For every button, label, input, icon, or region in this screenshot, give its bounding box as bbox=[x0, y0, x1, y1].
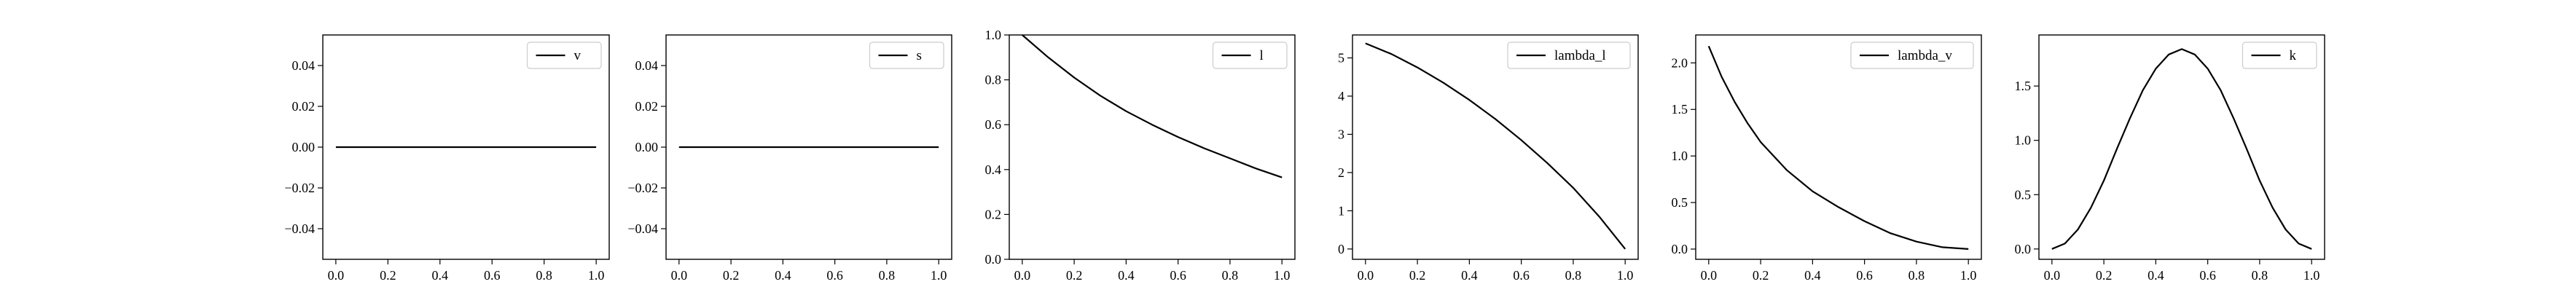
y-tick-label: 0.2 bbox=[985, 207, 1002, 221]
x-tick-label: 0.6 bbox=[1170, 268, 1186, 283]
y-tick-label: 0.04 bbox=[635, 58, 659, 73]
y-tick-label: 0.5 bbox=[2015, 187, 2032, 202]
x-tick-label: 0.0 bbox=[2044, 268, 2061, 283]
y-tick-label: 2.0 bbox=[1672, 55, 1688, 70]
x-tick-label: 0.2 bbox=[2096, 268, 2113, 283]
chart-panel-4: 0.0 0.2 0.4 0.6 0.8 1.0 0 1 2 3 4 5 lambda_l bbox=[1338, 34, 1639, 283]
y-tick-label: 0.04 bbox=[292, 58, 316, 73]
y-tick-label: 0.6 bbox=[985, 117, 1002, 132]
y-tick-label: 1.5 bbox=[1672, 102, 1688, 117]
y-tick-label: 0.02 bbox=[635, 99, 659, 114]
chart-panel-3: 0.0 0.2 0.4 0.6 0.8 1.0 0.0 0.2 0.4 0.6 0.8 1.0 l bbox=[985, 28, 1296, 283]
x-tick-label: 0.8 bbox=[2252, 268, 2268, 283]
legend-label: lambda_l bbox=[1554, 48, 1606, 63]
x-tick-label: 0.2 bbox=[1409, 268, 1426, 283]
legend-label: v bbox=[574, 48, 582, 63]
legend-box bbox=[1850, 42, 1974, 69]
y-tick-label: 0.0 bbox=[985, 252, 1002, 267]
series-line-k bbox=[2051, 48, 2312, 250]
x-tick-label: 0.6 bbox=[2199, 268, 2216, 283]
x-tick-label: 0.4 bbox=[432, 268, 449, 283]
x-tick-label: 0.0 bbox=[1014, 268, 1031, 283]
axes-frame bbox=[1352, 34, 1639, 260]
x-tick-label: 0.0 bbox=[328, 268, 345, 283]
y-tick-label: 1 bbox=[1338, 203, 1344, 218]
y-tick-label: −0.04 bbox=[284, 221, 315, 236]
chart-panel-1: 0.0 0.2 0.4 0.6 0.8 1.0 −0.04 −0.02 0.00 0.02 0.04… bbox=[284, 34, 610, 283]
x-tick-label: 0.6 bbox=[484, 268, 501, 283]
x-tick-label: 0.0 bbox=[671, 268, 688, 283]
x-tick-label: 0.2 bbox=[1753, 268, 1769, 283]
x-tick-label: 0.4 bbox=[1461, 268, 1478, 283]
x-tick-label: 0.6 bbox=[1856, 268, 1873, 283]
x-tick-label: 1.0 bbox=[1274, 268, 1291, 283]
x-tick-label: 0.4 bbox=[1804, 268, 1821, 283]
y-tick-label: 0.00 bbox=[292, 140, 316, 154]
x-tick-label: 1.0 bbox=[931, 268, 947, 283]
x-tick-label: 0.8 bbox=[536, 268, 552, 283]
x-tick-label: 1.0 bbox=[1617, 268, 1634, 283]
y-tick-label: 0.4 bbox=[985, 162, 1002, 177]
chart-panel-2: 0.0 0.2 0.4 0.6 0.8 1.0 −0.04 −0.02 0.00 0.02 0.04… bbox=[627, 34, 952, 283]
axes-frame bbox=[1009, 34, 1296, 260]
x-tick-label: 0.6 bbox=[826, 268, 843, 283]
x-tick-label: 0.2 bbox=[380, 268, 396, 283]
y-tick-label: 2 bbox=[1338, 165, 1344, 180]
y-tick-label: 0.0 bbox=[2015, 242, 2032, 256]
y-tick-label: 0 bbox=[1338, 242, 1344, 256]
y-tick-label: 0.8 bbox=[985, 73, 1002, 87]
x-tick-label: 1.0 bbox=[1960, 268, 1977, 283]
y-tick-label: −0.04 bbox=[627, 221, 658, 236]
legend-label: l bbox=[1260, 48, 1264, 63]
x-tick-label: 0.4 bbox=[2148, 268, 2164, 283]
y-tick-label: −0.02 bbox=[284, 181, 315, 195]
y-tick-label: 5 bbox=[1338, 50, 1344, 65]
y-tick-label: 1.0 bbox=[1672, 149, 1688, 163]
axes-frame bbox=[1695, 34, 1982, 260]
x-tick-label: 0.8 bbox=[879, 268, 896, 283]
y-tick-label: 1.5 bbox=[2015, 79, 2032, 93]
x-tick-label: 0.0 bbox=[1358, 268, 1374, 283]
x-tick-label: 0.8 bbox=[1908, 268, 1925, 283]
y-tick-label: −0.02 bbox=[627, 181, 658, 195]
legend-label: k bbox=[2290, 48, 2297, 63]
x-tick-label: 0.4 bbox=[775, 268, 791, 283]
y-tick-label: 1.0 bbox=[985, 28, 1002, 42]
x-tick-label: 0.8 bbox=[1565, 268, 1582, 283]
legend-label: lambda_v bbox=[1898, 48, 1952, 63]
y-tick-label: 0.02 bbox=[292, 99, 316, 114]
y-tick-label: 4 bbox=[1338, 89, 1344, 103]
x-tick-label: 1.0 bbox=[588, 268, 605, 283]
legend-box bbox=[1507, 42, 1631, 69]
x-tick-label: 0.0 bbox=[1701, 268, 1718, 283]
axes-frame bbox=[2038, 34, 2325, 260]
chart-panel-6: 0.0 0.2 0.4 0.6 0.8 1.0 0.0 0.5 1.0 1.5 k bbox=[2015, 34, 2325, 283]
x-tick-label: 0.6 bbox=[1513, 268, 1530, 283]
legend-label: s bbox=[917, 48, 922, 63]
y-tick-label: 0.00 bbox=[635, 140, 659, 154]
y-tick-label: 0.0 bbox=[1672, 242, 1688, 256]
y-tick-label: 1.0 bbox=[2015, 133, 2032, 148]
x-tick-label: 0.4 bbox=[1118, 268, 1135, 283]
series-line-lambda_l bbox=[1365, 42, 1626, 250]
series-line-lambda_v bbox=[1707, 45, 1969, 250]
x-tick-label: 0.2 bbox=[1066, 268, 1083, 283]
x-tick-label: 0.8 bbox=[1222, 268, 1239, 283]
y-tick-label: 3 bbox=[1338, 127, 1344, 141]
series-line-l bbox=[1022, 34, 1283, 178]
y-tick-label: 0.5 bbox=[1672, 195, 1688, 210]
chart-panel-5: 0.0 0.2 0.4 0.6 0.8 1.0 0.0 0.5 1.0 1.5 2.0 lambda_… bbox=[1672, 34, 1982, 283]
x-tick-label: 0.2 bbox=[723, 268, 740, 283]
x-tick-label: 1.0 bbox=[2303, 268, 2320, 283]
